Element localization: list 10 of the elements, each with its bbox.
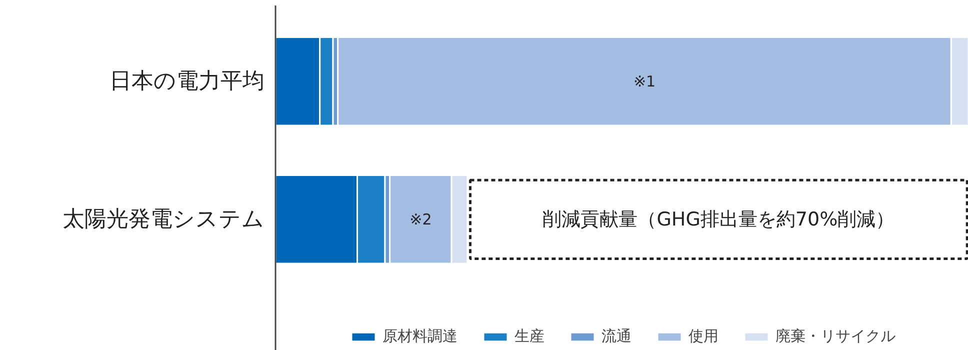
annotation: ※1 bbox=[633, 72, 656, 90]
y-tick-label: 太陽光発電システム bbox=[62, 206, 264, 232]
y-tick-label: 日本の電力平均 bbox=[110, 68, 264, 94]
legend-label: 流通 bbox=[602, 327, 632, 346]
annotation: 削減貢献量（GHG排出量を約70%削減） bbox=[542, 208, 895, 230]
legend-label: 使用 bbox=[688, 327, 718, 346]
legend-label: 廃棄・リサイクル bbox=[776, 327, 896, 346]
legend-label: 原材料調達 bbox=[382, 327, 458, 346]
legend-label: 生産 bbox=[514, 327, 544, 346]
annotation: ※2 bbox=[410, 210, 432, 228]
